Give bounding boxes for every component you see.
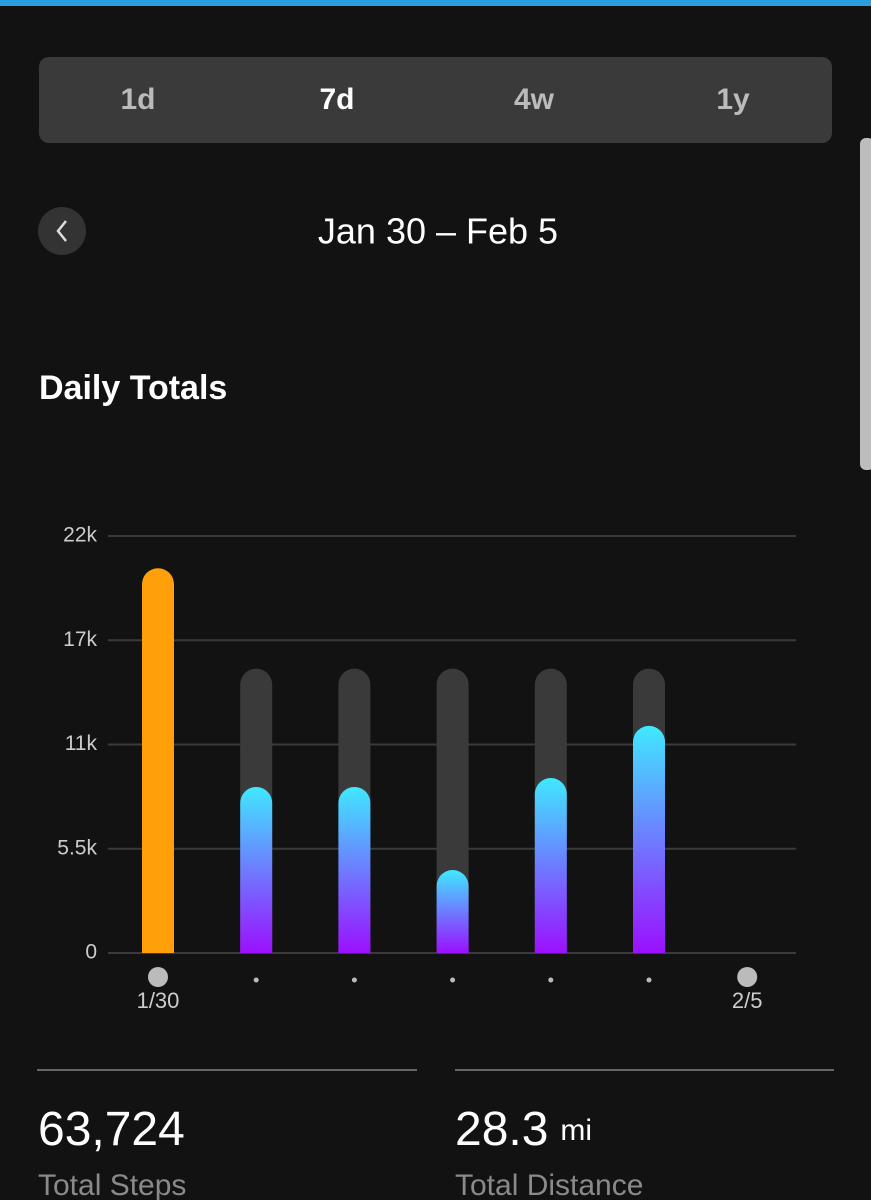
tab[interactable]: 7d	[319, 83, 354, 116]
y-tick-label: 0	[85, 941, 97, 964]
stat-value: 63,724	[38, 1103, 185, 1156]
y-tick-label: 5.5k	[57, 836, 97, 859]
stat-value: 28.3 mi	[455, 1103, 592, 1156]
tab-bar	[39, 57, 832, 143]
back-button[interactable]	[38, 207, 86, 255]
stat-number: 63,724	[38, 1103, 185, 1156]
scrollbar	[860, 138, 871, 470]
x-tick-dot	[548, 977, 554, 983]
bar	[436, 869, 469, 953]
stat-label: Total Distance	[455, 1169, 643, 1200]
y-tick-label: 22k	[63, 524, 97, 547]
x-tick-dot	[351, 977, 357, 983]
x-tick-dot	[737, 967, 758, 987]
x-tick-label: 1/30	[137, 988, 180, 1013]
bar	[240, 786, 273, 953]
bar	[142, 568, 174, 953]
x-tick-dot	[148, 967, 168, 987]
date-range: Jan 30 – Feb 5	[318, 211, 558, 252]
stat-number: 28.3	[455, 1103, 548, 1156]
y-tick-label: 11k	[65, 732, 98, 755]
section-title: Daily Totals	[39, 369, 227, 407]
back-icon	[56, 220, 67, 242]
bar	[338, 786, 371, 953]
x-tick-dot	[646, 977, 652, 983]
stat-unit: mi	[560, 1114, 592, 1147]
stat-label: Total Steps	[38, 1169, 186, 1200]
y-tick-label: 17k	[63, 628, 97, 651]
tab[interactable]: 1y	[716, 83, 750, 116]
x-tick-dot	[450, 977, 456, 983]
bar	[633, 725, 665, 953]
x-tick-dot	[253, 977, 259, 983]
tab[interactable]: 4w	[514, 83, 555, 116]
x-tick-label: 2/5	[732, 988, 763, 1013]
bar	[534, 778, 567, 953]
tab[interactable]: 1d	[120, 83, 155, 116]
top-bar	[0, 0, 871, 6]
